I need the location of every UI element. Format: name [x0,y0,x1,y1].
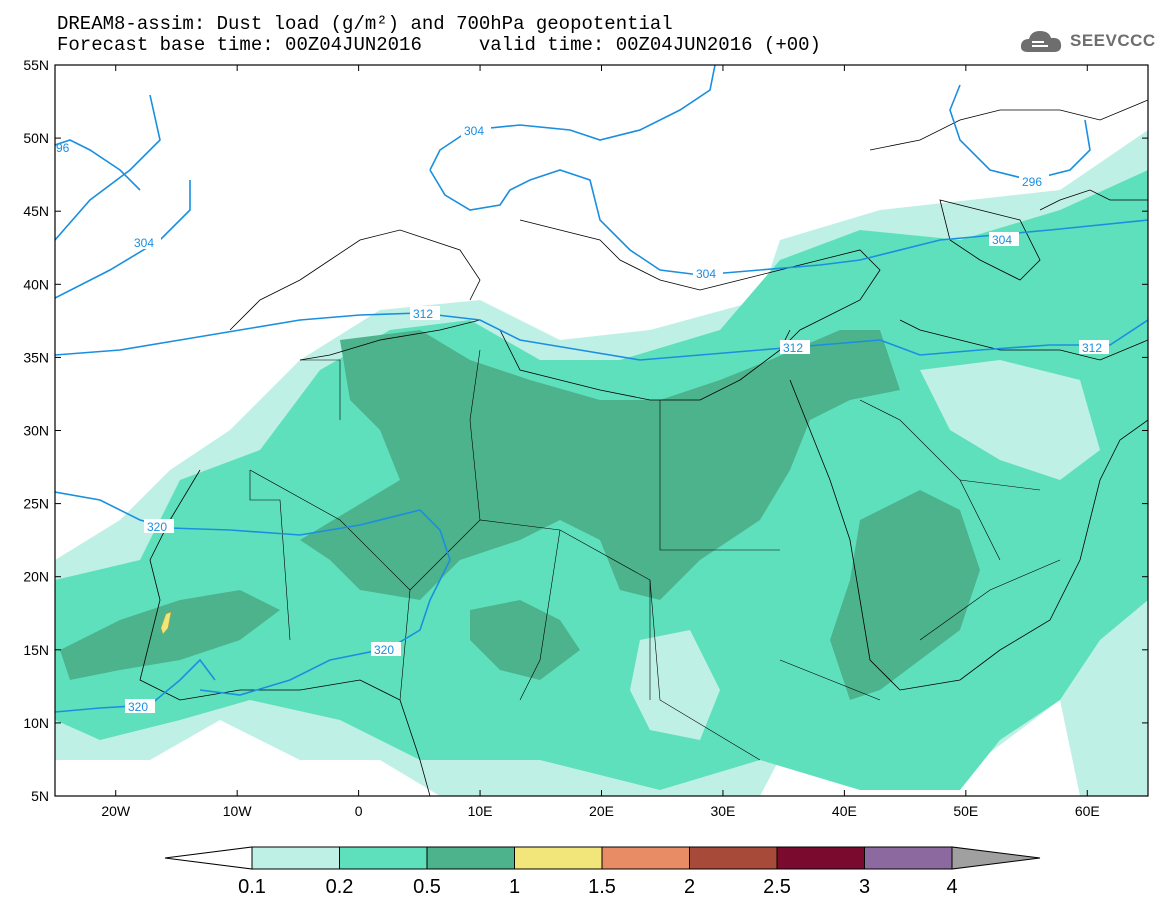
colorbar-segment [251,846,340,870]
cloud-icon [1020,31,1062,52]
contour-304-europe [429,65,716,171]
longitude-axis: 20W 10W 0 10E 20E 30E 40E 50E 60E [101,65,1100,819]
lon-tick-label: 20E [589,803,614,819]
svg-text:304: 304 [134,236,154,250]
colorbar-overflow-arrow [951,846,1041,870]
colorbar-label: 4 [946,876,957,898]
lat-tick-label: 35N [23,349,49,365]
lat-tick-label: 50N [23,130,49,146]
lat-tick-label: 55N [23,57,49,73]
contour-304-west [55,94,161,241]
lon-tick-label: 10E [468,803,493,819]
contour-label: 320 [371,642,401,657]
contour-label: 320 [125,699,155,714]
colorbar-label: 1 [509,876,520,898]
contour-296-west [55,139,141,191]
lat-tick-label: 10N [23,715,49,731]
dust-area-heavy-arabia [830,490,980,700]
svg-text:312: 312 [413,307,433,321]
lat-tick-label: 40N [23,276,49,292]
colorbar-segment [776,846,865,870]
contour-label: 304 [989,232,1019,247]
lon-tick-label: 60E [1075,803,1100,819]
country-borders [249,349,1061,761]
colorbar-label: 3 [859,876,870,898]
svg-text:296: 296 [1022,175,1042,189]
latitude-axis: 55N 50N 45N 40N 35N 30N 25N 20N 15N 10N 5N [23,57,1148,804]
lon-tick-label: 10W [223,803,253,819]
dust-area-heavy-chad [470,600,580,680]
lat-tick-label: 45N [23,203,49,219]
contour-label-group: 96 304 304 296 304 304 312 312 312 320 3… [56,123,1109,714]
dust-area-heavy-west [60,590,280,680]
svg-text:96: 96 [56,141,70,155]
colorbar-label: 0.5 [413,876,441,898]
contour-label: 304 [131,235,161,250]
lat-tick-label: 25N [23,496,49,512]
colorbar-label: 0.2 [326,876,354,898]
map-plot-area: 96 304 304 296 304 304 312 312 312 320 3… [55,65,1148,796]
svg-text:320: 320 [374,643,394,657]
colorbar-label: 2.5 [763,876,791,898]
contour-label: 96 [56,141,70,155]
svg-text:312: 312 [1082,341,1102,355]
logo-text: SEEVCCC [1070,31,1156,50]
svg-text:312: 312 [783,341,803,355]
contour-296-east [949,84,1091,181]
lon-tick-label: 0 [355,803,363,819]
lat-tick-label: 30N [23,423,49,439]
svg-text:304: 304 [992,233,1012,247]
contour-label: 312 [410,306,440,321]
colorbar-segment [689,846,778,870]
lon-tick-label: 20W [101,803,131,819]
contour-304-europe-loop [429,169,1148,276]
svg-text:304: 304 [696,267,716,281]
colorbar: 0.1 0.2 0.5 1 1.5 2 2.5 3 4 [164,846,1041,898]
colorbar-label: 1.5 [588,876,616,898]
lat-tick-label: 5N [31,788,49,804]
contour-label: 304 [693,266,723,281]
coastlines [139,99,1148,796]
chart-title-line1: DREAM8-assim: Dust load (g/m²) and 700hP… [57,13,673,35]
colorbar-segment [426,846,515,870]
colorbar-segment [514,846,603,870]
svg-text:320: 320 [128,700,148,714]
colorbar-segment [339,846,428,870]
contour-label: 312 [1079,340,1109,355]
dust-area-heavy [300,330,900,600]
colorbar-segment [601,846,690,870]
lat-tick-label: 20N [23,569,49,585]
lon-tick-label: 50E [953,803,978,819]
geopotential-contours [55,65,1148,713]
colorbar-label: 2 [684,876,695,898]
colorbar-label: 0.1 [238,876,266,898]
chart-title-line2: Forecast base time: 00Z04JUN2016 valid t… [57,34,821,56]
dust-gap-arabia [920,360,1100,480]
contour-320-south [55,658,216,713]
colorbar-segment [864,846,953,870]
contour-label: 312 [780,340,810,355]
contour-312 [55,312,1148,361]
dust-area-1-to-1.5 [160,611,172,635]
svg-text:320: 320 [147,520,167,534]
svg-text:304: 304 [464,124,484,138]
contour-label: 320 [144,519,174,534]
contour-label: 304 [461,123,491,138]
colorbar-underflow-arrow [164,846,253,870]
contour-label: 296 [1019,174,1049,189]
lat-tick-label: 15N [23,642,49,658]
lon-tick-label: 30E [710,803,735,819]
dust-gap-sahel [630,630,720,740]
seevccc-logo: SEEVCCC [1018,26,1158,58]
lon-tick-label: 40E [832,803,857,819]
